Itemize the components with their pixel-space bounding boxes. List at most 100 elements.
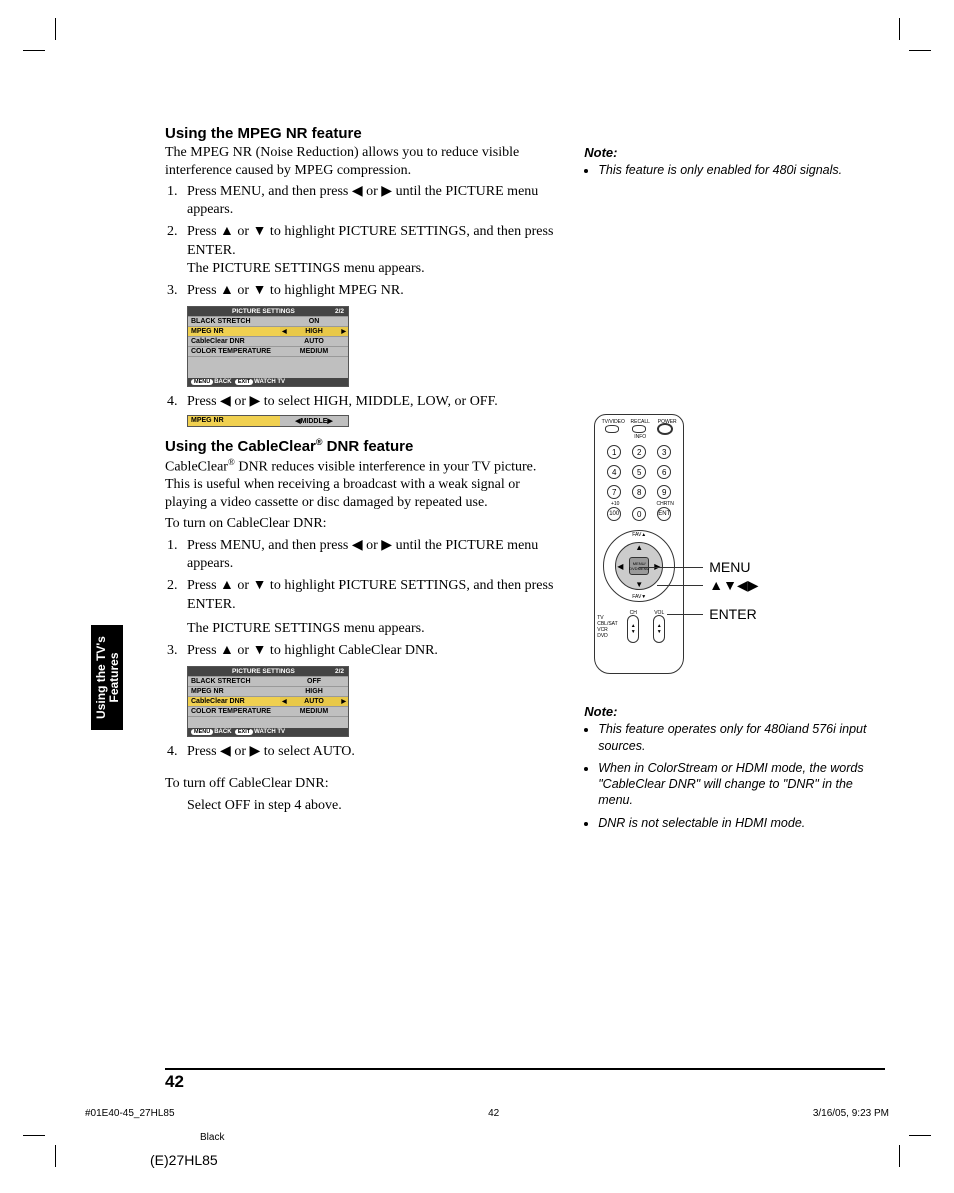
step-item: 1.Press MENU, and then press ◀ or ▶ unti… [187, 183, 554, 219]
remote-number: 7 [607, 485, 621, 499]
remote-number: ENT [657, 507, 671, 521]
step-text: Press MENU, and then press ◀ or ▶ until … [187, 538, 538, 571]
menu-row-label: MPEG NR [188, 326, 280, 336]
callout-arrows: ▲▼◀▶ [709, 577, 758, 594]
remote-figure: TV/VIDEO RECALL POWER INFO 1 2 3 4 5 6 7… [584, 414, 734, 694]
body-text: Select OFF in step 4 above. [165, 797, 554, 815]
left-arrow-icon: ◀ [282, 328, 287, 335]
section-heading: Using the MPEG NR feature [165, 125, 554, 142]
step-text: Press MENU, and then press ◀ or ▶ until … [187, 184, 538, 217]
remote-button [605, 425, 619, 433]
menu-row-value: MEDIUM [280, 346, 348, 356]
note-heading: Note: [584, 145, 885, 160]
menu-footer: MENUBACK EXITWATCH TV [188, 728, 348, 736]
step-text: Press ▲ or ▼ to highlight PICTURE SETTIN… [187, 578, 553, 611]
left-arrow-icon: ◀ [282, 698, 287, 705]
remote-number: 6 [657, 465, 671, 479]
page-rule [165, 1068, 885, 1070]
menu-row-value: AUTO [280, 336, 348, 346]
remote-label: FAV▲ [627, 532, 651, 538]
left-arrow-icon: ◀ [617, 562, 623, 571]
remote-label: FAV▼ [627, 594, 651, 600]
step-item: 1.Press MENU, and then press ◀ or ▶ unti… [187, 537, 554, 573]
menu-row-label: MPEG NR [188, 686, 280, 696]
menu-center-button: MENU/DVDMENU [629, 557, 649, 575]
step-item: 3.Press ▲ or ▼ to highlight MPEG NR. [187, 282, 554, 300]
menu-row-value: ◀MIDDLE▶ [280, 416, 348, 426]
remote-number: 5 [632, 465, 646, 479]
remote-number: 1 [607, 445, 621, 459]
power-button [657, 423, 673, 435]
step-text: Press ◀ or ▶ to select AUTO. [187, 744, 355, 759]
step-item: 2.Press ▲ or ▼ to highlight PICTURE SETT… [187, 577, 554, 638]
menu-title: PICTURE SETTINGS [192, 308, 335, 315]
callout-menu: MENU [709, 559, 750, 575]
footer-file: #01E40-45_27HL85 [85, 1108, 175, 1119]
intro-text: CableClear® DNR reduces visible interfer… [165, 457, 554, 511]
menu-row-value: ◀AUTO▶ [280, 696, 348, 706]
subhead-text: To turn on CableClear DNR: [165, 515, 554, 533]
step-text: Press ◀ or ▶ to select HIGH, MIDDLE, LOW… [187, 394, 498, 409]
remote-label: VOL [647, 610, 671, 616]
callout-enter: ENTER [709, 606, 756, 622]
note-item: This feature operates only for 480iand 5… [598, 721, 885, 754]
remote-number: 9 [657, 485, 671, 499]
remote-button [632, 425, 646, 433]
right-arrow-icon: ▶ [327, 418, 332, 425]
section-heading: Using the CableClear® DNR feature [165, 437, 554, 455]
vol-rocker: ▲▼ [653, 615, 665, 643]
menu-row-label: BLACK STRETCH [188, 316, 280, 326]
footer-color: Black [200, 1132, 224, 1143]
footer-meta: #01E40-45_27HL85 42 3/16/05, 9:23 PM [85, 1108, 889, 1119]
menu-row-label: COLOR TEMPERATURE [188, 706, 280, 716]
menu-row-value: OFF [280, 676, 348, 686]
down-arrow-icon: ▼ [635, 580, 643, 589]
right-arrow-icon: ▶ [341, 328, 346, 335]
step-item: 2.Press ▲ or ▼ to highlight PICTURE SETT… [187, 223, 554, 278]
osd-menu: PICTURE SETTINGS2/2 BLACK STRETCHON MPEG… [187, 306, 349, 387]
remote-label: INFO [628, 434, 652, 440]
menu-footer: MENUBACK EXITWATCH TV [188, 378, 348, 386]
menu-title: PICTURE SETTINGS [192, 668, 335, 675]
footer-page: 42 [488, 1108, 499, 1119]
side-tab: Using the TV'sFeatures [91, 625, 123, 730]
step-text: Press ▲ or ▼ to highlight MPEG NR. [187, 283, 404, 298]
remote-number: 3 [657, 445, 671, 459]
menu-row-value: ◀HIGH▶ [280, 326, 348, 336]
remote-number: 8 [632, 485, 646, 499]
page-number: 42 [165, 1072, 184, 1092]
menu-page: 2/2 [335, 308, 344, 315]
intro-text: The MPEG NR (Noise Reduction) allows you… [165, 144, 554, 179]
ch-rocker: ▲▼ [627, 615, 639, 643]
step-item: 4.Press ◀ or ▶ to select HIGH, MIDDLE, L… [187, 393, 554, 411]
mode-labels: TVCBL/SATVCRDVD [597, 615, 621, 639]
doc-code: (E)27HL85 [150, 1152, 218, 1168]
note-item: DNR is not selectable in HDMI mode. [598, 815, 885, 831]
note-item: When in ColorStream or HDMI mode, the wo… [598, 760, 885, 809]
osd-menu: PICTURE SETTINGS2/2 BLACK STRETCHOFF MPE… [187, 666, 349, 737]
right-arrow-icon: ▶ [341, 698, 346, 705]
step-subtext: The PICTURE SETTINGS menu appears. [187, 621, 425, 636]
menu-row-value: HIGH [280, 686, 348, 696]
menu-row-value: ON [280, 316, 348, 326]
menu-row-value: MEDIUM [280, 706, 348, 716]
remote-number: 0 [632, 507, 646, 521]
up-arrow-icon: ▲ [635, 543, 643, 552]
subhead-text: To turn off CableClear DNR: [165, 775, 554, 793]
menu-row-label: CableClear DNR [188, 696, 280, 706]
remote-number: 2 [632, 445, 646, 459]
menu-page: 2/2 [335, 668, 344, 675]
step-item: 4.Press ◀ or ▶ to select AUTO. [187, 743, 554, 761]
remote-number: 100 [607, 507, 621, 521]
menu-row-label: BLACK STRETCH [188, 676, 280, 686]
step-text: Press ▲ or ▼ to highlight CableClear DNR… [187, 643, 438, 658]
footer-timestamp: 3/16/05, 9:23 PM [813, 1108, 889, 1119]
note-heading: Note: [584, 704, 885, 719]
menu-row-label: COLOR TEMPERATURE [188, 346, 280, 356]
step-text: Press ▲ or ▼ to highlight PICTURE SETTIN… [187, 224, 553, 257]
note-item: This feature is only enabled for 480i si… [598, 162, 885, 178]
step-subtext: The PICTURE SETTINGS menu appears. [187, 261, 425, 276]
menu-row-label: MPEG NR [188, 416, 280, 426]
menu-row-label: CableClear DNR [188, 336, 280, 346]
step-item: 3.Press ▲ or ▼ to highlight CableClear D… [187, 642, 554, 660]
